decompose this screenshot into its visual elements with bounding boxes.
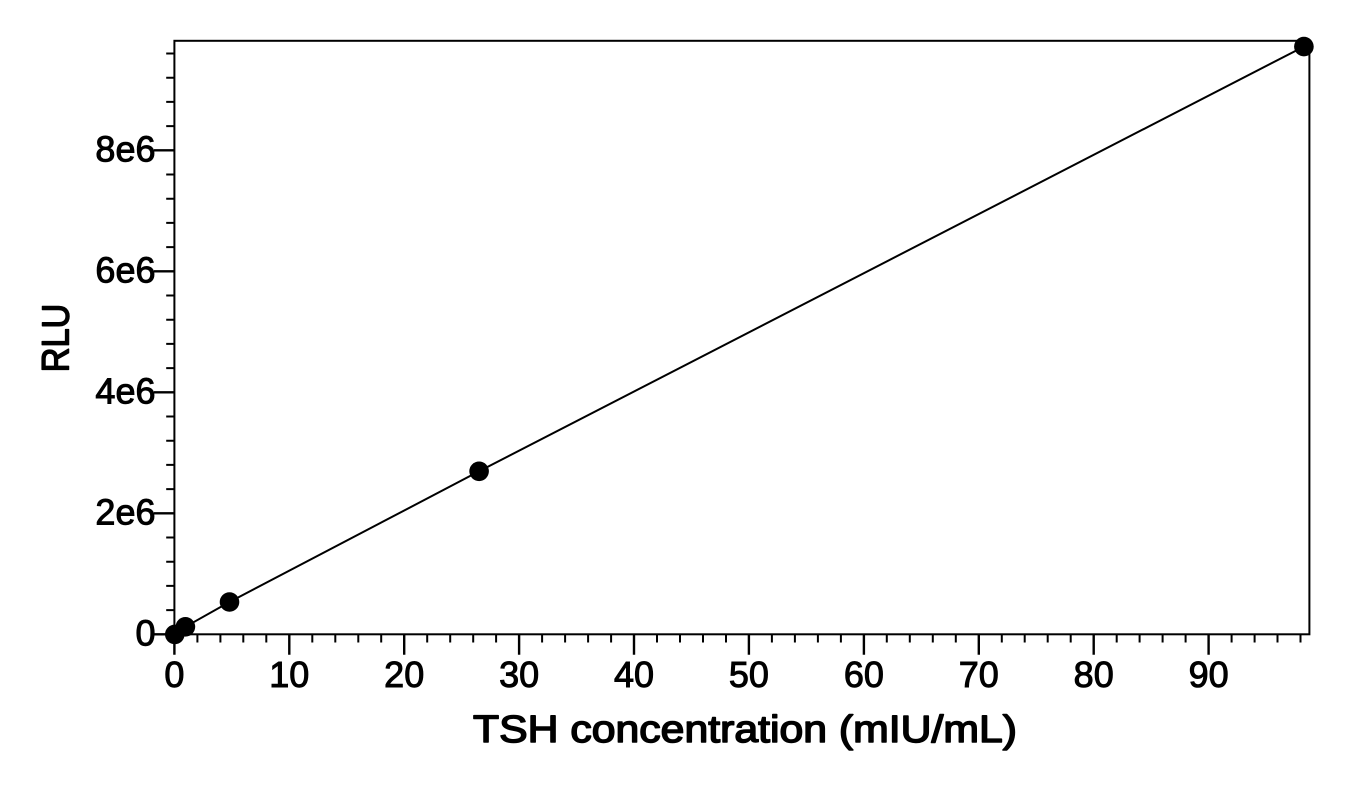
svg-text:50: 50 xyxy=(729,654,769,695)
svg-text:40: 40 xyxy=(614,654,654,695)
svg-text:RLU: RLU xyxy=(36,304,78,373)
svg-text:6e6: 6e6 xyxy=(95,249,155,290)
svg-text:8e6: 8e6 xyxy=(95,128,155,169)
svg-text:30: 30 xyxy=(499,654,539,695)
svg-text:20: 20 xyxy=(384,654,424,695)
svg-text:70: 70 xyxy=(959,654,999,695)
svg-text:TSH concentration (mIU/mL): TSH concentration (mIU/mL) xyxy=(473,709,1017,751)
svg-text:0: 0 xyxy=(135,612,155,653)
svg-text:60: 60 xyxy=(844,654,884,695)
svg-text:10: 10 xyxy=(269,654,309,695)
svg-text:80: 80 xyxy=(1074,654,1114,695)
svg-text:2e6: 2e6 xyxy=(95,491,155,532)
svg-text:4e6: 4e6 xyxy=(95,370,155,411)
svg-text:0: 0 xyxy=(164,654,184,695)
svg-text:90: 90 xyxy=(1189,654,1229,695)
